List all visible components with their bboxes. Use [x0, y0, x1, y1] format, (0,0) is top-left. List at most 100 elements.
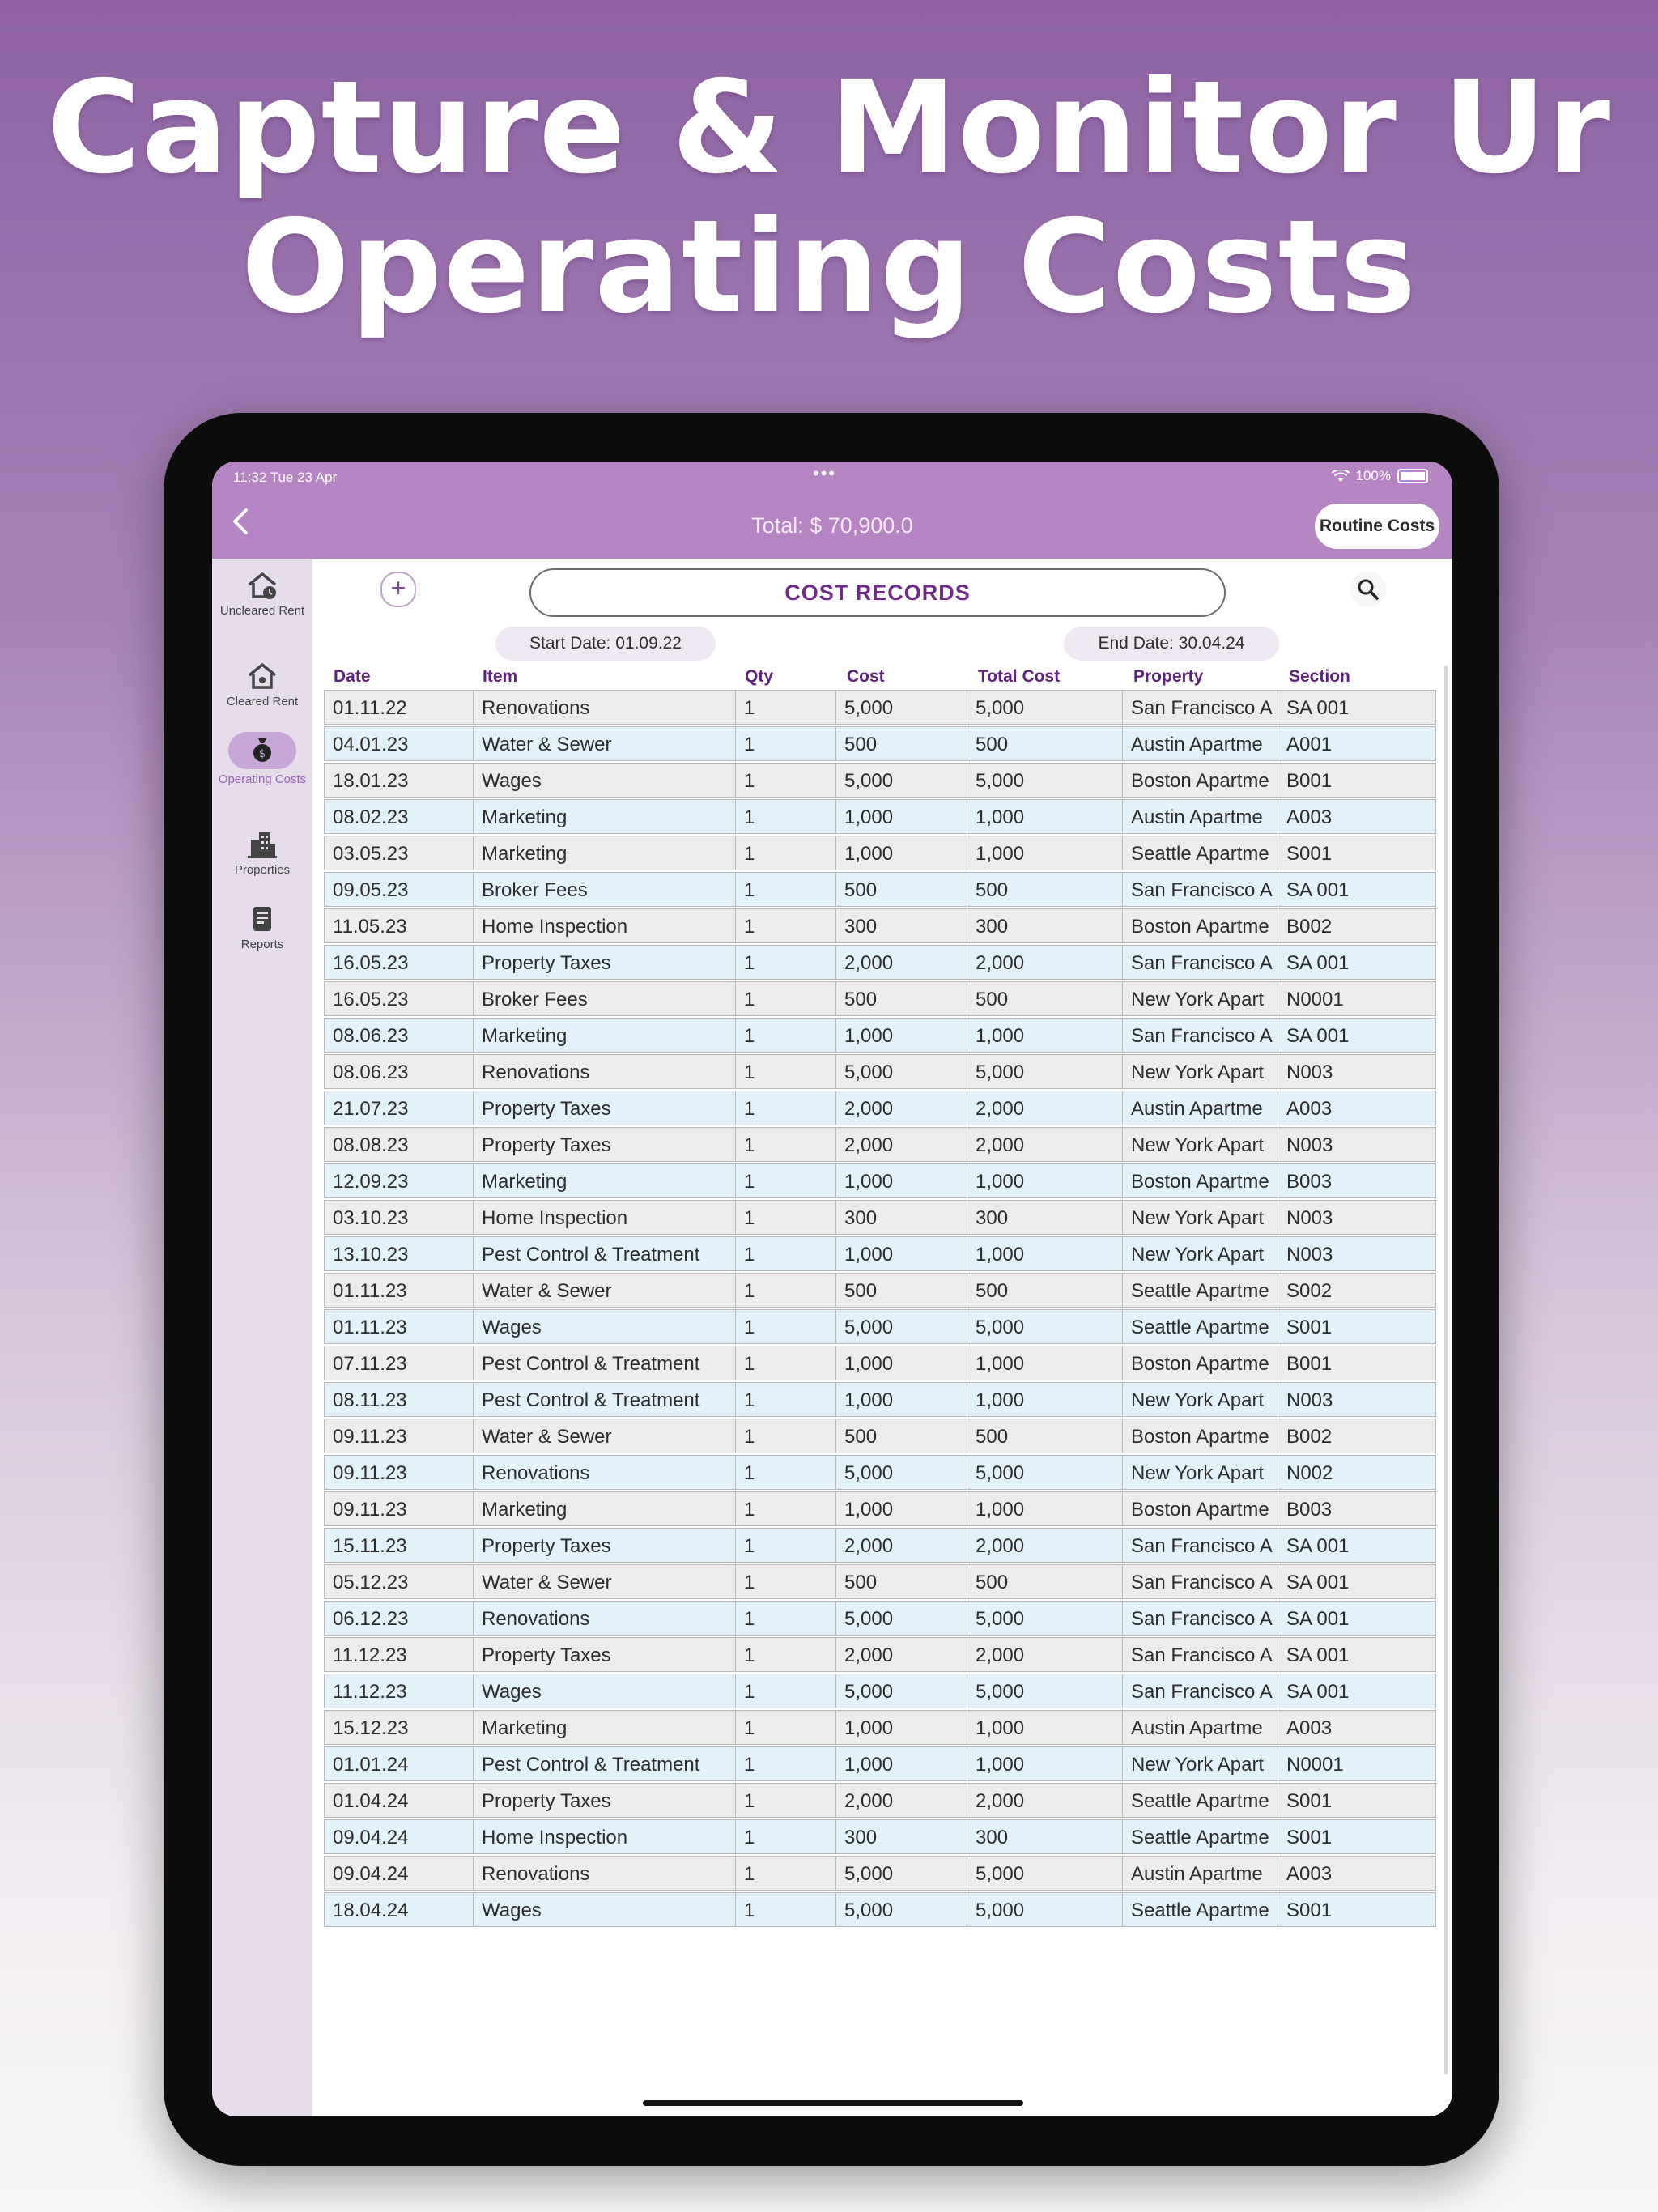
- table-row[interactable]: 09.11.23 Renovations 1 5,000 5,000 New York A…: [324, 1455, 1436, 1491]
- table-row[interactable]: 04.01.23 Water & Sewer 1 500 500 Austin Apart…: [324, 726, 1436, 763]
- table-row[interactable]: 08.08.23 Property Taxes 1 2,000 2,000 New Yor…: [324, 1127, 1436, 1163]
- item-cell: Water & Sewer: [473, 1564, 735, 1599]
- chevron-left-icon[interactable]: [228, 505, 253, 543]
- cost-cell: 2,000: [835, 1637, 967, 1672]
- cost-cell: 300: [835, 1819, 967, 1854]
- total-cost-cell: 2,000: [967, 945, 1122, 980]
- total-cost-cell: 2,000: [967, 1637, 1122, 1672]
- property-cell: Seattle Apartme: [1122, 1309, 1278, 1344]
- table-row[interactable]: 11.12.23 Property Taxes 1 2,000 2,000 San Fra…: [324, 1637, 1436, 1674]
- table-row[interactable]: 08.02.23 Marketing 1 1,000 1,000 Austin Apart…: [324, 799, 1436, 836]
- column-header: Cost: [847, 667, 885, 686]
- table-row[interactable]: 18.01.23 Wages 1 5,000 5,000 Boston Apartme B0…: [324, 763, 1436, 799]
- total-cost-cell: 5,000: [967, 1309, 1122, 1344]
- start-date-filter[interactable]: Start Date: 01.09.22: [495, 627, 716, 661]
- table-row[interactable]: 13.10.23 Pest Control & Treatment 1 1,000 1,…: [324, 1236, 1436, 1273]
- table-row[interactable]: 01.11.22 Renovations 1 5,000 5,000 San Franci…: [324, 690, 1436, 726]
- table-row[interactable]: 16.05.23 Broker Fees 1 500 500 New York Apart…: [324, 981, 1436, 1018]
- sidebar-item-uncleared-rent[interactable]: Uncleared Rent: [212, 570, 312, 619]
- table-row[interactable]: 07.11.23 Pest Control & Treatment 1 1,000 1,…: [324, 1346, 1436, 1382]
- property-cell: New York Apart: [1122, 1236, 1278, 1271]
- total-cost-cell: 1,000: [967, 1163, 1122, 1198]
- table-row[interactable]: 01.11.23 Water & Sewer 1 500 500 Seattle Apar…: [324, 1273, 1436, 1309]
- property-cell: Boston Apartme: [1122, 763, 1278, 798]
- total-cost-cell: 5,000: [967, 690, 1122, 725]
- plus-icon[interactable]: +: [380, 572, 416, 607]
- sidebar-item-properties[interactable]: Properties: [212, 829, 312, 878]
- cost-cell: 500: [835, 1419, 967, 1453]
- sidebar-item-operating-costs[interactable]: $ Operating Costs: [212, 732, 312, 787]
- table-row[interactable]: 09.11.23 Marketing 1 1,000 1,000 Boston Apart…: [324, 1491, 1436, 1528]
- cost-cell: 1,000: [835, 1746, 967, 1781]
- date-cell: 05.12.23: [324, 1564, 473, 1599]
- cost-cell: 5,000: [835, 1054, 967, 1089]
- table-row[interactable]: 09.04.24 Renovations 1 5,000 5,000 Austin Apa…: [324, 1856, 1436, 1892]
- qty-cell: 1: [735, 981, 835, 1016]
- date-cell: 01.11.23: [324, 1273, 473, 1308]
- table-row[interactable]: 08.06.23 Marketing 1 1,000 1,000 San Francisc…: [324, 1018, 1436, 1054]
- date-cell: 12.09.23: [324, 1163, 473, 1198]
- total-cost-cell: 2,000: [967, 1783, 1122, 1818]
- table-row[interactable]: 01.04.24 Property Taxes 1 2,000 2,000 Seattle…: [324, 1783, 1436, 1819]
- table-row[interactable]: 09.11.23 Water & Sewer 1 500 500 Boston Apart…: [324, 1419, 1436, 1455]
- table-row[interactable]: 11.05.23 Home Inspection 1 300 300 Boston Apa…: [324, 908, 1436, 945]
- table-row[interactable]: 03.05.23 Marketing 1 1,000 1,000 Seattle Apar…: [324, 836, 1436, 872]
- cost-records-panel: + COST RECORDS Start Date: 01.09.22 End …: [312, 559, 1452, 2116]
- table-row[interactable]: 18.04.24 Wages 1 5,000 5,000 Seattle Apartme S…: [324, 1892, 1436, 1929]
- table-row[interactable]: 12.09.23 Marketing 1 1,000 1,000 Boston Apart…: [324, 1163, 1436, 1200]
- property-cell: San Francisco A: [1122, 690, 1278, 725]
- table-row[interactable]: 21.07.23 Property Taxes 1 2,000 2,000 Austin …: [324, 1091, 1436, 1127]
- table-row[interactable]: 08.11.23 Pest Control & Treatment 1 1,000 1,…: [324, 1382, 1436, 1419]
- property-cell: Seattle Apartme: [1122, 1783, 1278, 1818]
- qty-cell: 1: [735, 1018, 835, 1053]
- table-row[interactable]: 09.04.24 Home Inspection 1 300 300 Seattle Ap…: [324, 1819, 1436, 1856]
- date-cell: 15.11.23: [324, 1528, 473, 1563]
- table-row[interactable]: 05.12.23 Water & Sewer 1 500 500 San Francisc…: [324, 1564, 1436, 1601]
- date-cell: 07.11.23: [324, 1346, 473, 1380]
- table-row[interactable]: 06.12.23 Renovations 1 5,000 5,000 San Franci…: [324, 1601, 1436, 1637]
- home-indicator[interactable]: [643, 2100, 1023, 2106]
- multitasking-dots[interactable]: •••: [813, 463, 837, 483]
- table-row[interactable]: 03.10.23 Home Inspection 1 300 300 New York A…: [324, 1200, 1436, 1236]
- section-cell: SA 001: [1278, 1564, 1436, 1599]
- date-cell: 01.01.24: [324, 1746, 473, 1781]
- qty-cell: 1: [735, 1091, 835, 1125]
- table-row[interactable]: 08.06.23 Renovations 1 5,000 5,000 New York A…: [324, 1054, 1436, 1091]
- property-cell: Seattle Apartme: [1122, 1819, 1278, 1854]
- section-cell: B002: [1278, 908, 1436, 943]
- property-cell: Boston Apartme: [1122, 1491, 1278, 1526]
- qty-cell: 1: [735, 1856, 835, 1891]
- date-cell: 08.06.23: [324, 1018, 473, 1053]
- total-cost-cell: 5,000: [967, 763, 1122, 798]
- money-bag-icon: $: [253, 738, 271, 762]
- battery-percent: 100%: [1355, 468, 1391, 483]
- table-row[interactable]: 09.05.23 Broker Fees 1 500 500 San Francisco …: [324, 872, 1436, 908]
- date-cell: 16.05.23: [324, 945, 473, 980]
- sidebar-item-cleared-rent[interactable]: Cleared Rent: [212, 661, 312, 709]
- item-cell: Water & Sewer: [473, 1419, 735, 1453]
- scrollbar[interactable]: [1444, 666, 1448, 2074]
- total-cost-cell: 1,000: [967, 1018, 1122, 1053]
- search-icon[interactable]: [1350, 572, 1386, 607]
- qty-cell: 1: [735, 1564, 835, 1599]
- item-cell: Marketing: [473, 1018, 735, 1053]
- item-cell: Renovations: [473, 1856, 735, 1891]
- table-row[interactable]: 15.12.23 Marketing 1 1,000 1,000 Austin Apart…: [324, 1710, 1436, 1746]
- qty-cell: 1: [735, 1455, 835, 1490]
- table-row[interactable]: 01.11.23 Wages 1 5,000 5,000 Seattle Apartme S…: [324, 1309, 1436, 1346]
- total-cost-cell: 300: [967, 908, 1122, 943]
- table-row[interactable]: 15.11.23 Property Taxes 1 2,000 2,000 San Fra…: [324, 1528, 1436, 1564]
- table-header: Date Item Qty Cost Total Cost Property S…: [312, 666, 1452, 688]
- house-clock-icon: [248, 572, 277, 599]
- routine-costs-button[interactable]: Routine Costs: [1315, 504, 1439, 549]
- item-cell: Water & Sewer: [473, 726, 735, 761]
- end-date-filter[interactable]: End Date: 30.04.24: [1064, 627, 1279, 661]
- property-cell: New York Apart: [1122, 1746, 1278, 1781]
- table-row[interactable]: 01.01.24 Pest Control & Treatment 1 1,000 1,…: [324, 1746, 1436, 1783]
- sidebar-item-reports[interactable]: Reports: [212, 904, 312, 952]
- date-cell: 08.02.23: [324, 799, 473, 834]
- table-row[interactable]: 16.05.23 Property Taxes 1 2,000 2,000 San Fra…: [324, 945, 1436, 981]
- section-cell: S001: [1278, 836, 1436, 870]
- total-cost-cell: 5,000: [967, 1601, 1122, 1636]
